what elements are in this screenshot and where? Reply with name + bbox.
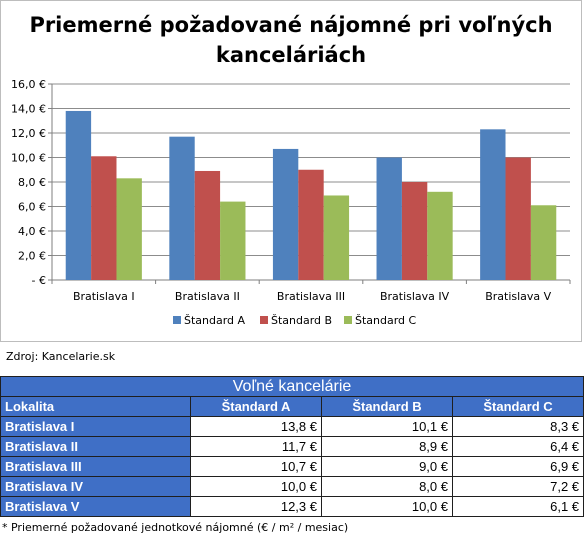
table-row: Bratislava V 12,3 € 10,0 € 6,1 €	[0, 496, 585, 517]
chart-title: Priemerné požadované nájomné pri voľných…	[29, 13, 553, 67]
y-tick-label: - €	[32, 274, 46, 287]
column-header-standard-c: Štandard C	[451, 396, 585, 417]
legend-swatch	[260, 316, 268, 324]
cell-standard-b: 8,9 €	[321, 436, 453, 457]
y-tick-label: 10,0 €	[11, 152, 46, 165]
cell-standard-b: 9,0 €	[321, 456, 453, 477]
source-note: Zdroj: Kancelarie.sk	[6, 350, 116, 363]
table-row: Bratislava IV 10,0 € 8,0 € 7,2 €	[0, 476, 585, 497]
row-label: Bratislava II	[0, 436, 191, 457]
bar-standard-a	[169, 136, 195, 280]
legend-swatch	[173, 316, 181, 324]
x-tick-label: Bratislava V	[485, 290, 551, 303]
cell-standard-a: 11,7 €	[190, 436, 322, 457]
row-label: Bratislava I	[0, 416, 191, 437]
cell-standard-b: 8,0 €	[321, 476, 453, 497]
bar-standard-b	[91, 156, 117, 280]
y-tick-label: 14,0 €	[11, 103, 46, 116]
x-tick-label: Bratislava IV	[380, 290, 450, 303]
table-row: Bratislava II 11,7 € 8,9 € 6,4 €	[0, 436, 585, 457]
legend-swatch	[344, 316, 352, 324]
x-tick-label: Bratislava III	[277, 290, 345, 303]
bar-standard-a	[272, 148, 299, 280]
column-header-location: Lokalita	[0, 396, 191, 417]
bar-standard-a	[480, 129, 506, 280]
bar-standard-c	[530, 205, 557, 280]
bar-standard-b	[298, 169, 324, 280]
table-caption-row: Voľné kancelárie	[0, 376, 585, 397]
legend-label: Štandard B	[271, 314, 332, 327]
rent-table: Voľné kancelárie Lokalita Štandard A Šta…	[0, 376, 585, 517]
x-tick-label: Bratislava II	[175, 290, 240, 303]
y-tick-label: 6,0 €	[18, 201, 46, 214]
x-tick-label: Bratislava I	[73, 290, 135, 303]
cell-standard-a: 10,7 €	[190, 456, 322, 477]
cell-standard-c: 7,2 €	[451, 476, 585, 497]
bar-standard-c	[323, 195, 350, 280]
table-row: Bratislava III 10,7 € 9,0 € 6,9 €	[0, 456, 585, 477]
bar-standard-c	[427, 191, 453, 280]
cell-standard-a: 10,0 €	[190, 476, 322, 497]
y-tick-label: 4,0 €	[18, 225, 46, 238]
row-label: Bratislava III	[0, 456, 191, 477]
y-tick-label: 8,0 €	[18, 176, 46, 189]
cell-standard-c: 6,1 €	[451, 496, 585, 517]
cell-standard-a: 12,3 €	[190, 496, 322, 517]
bar-standard-b	[194, 170, 221, 280]
bar-standard-a	[65, 110, 92, 280]
bar-standard-a	[376, 157, 402, 280]
bar-chart: - € 2,0 € 4,0 € 6,0 € 8,0 € 10,0 € 12,0 € 14,0 …	[11, 78, 571, 327]
cell-standard-c: 6,9 €	[451, 456, 585, 477]
legend-label: Štandard C	[355, 314, 417, 327]
legend-label: Štandard A	[184, 314, 246, 327]
cell-standard-c: 8,3 €	[451, 416, 585, 437]
y-tick-label: 2,0 €	[18, 250, 46, 263]
cell-standard-b: 10,0 €	[321, 496, 453, 517]
y-tick-label: 12,0 €	[11, 127, 46, 140]
bar-standard-c	[116, 178, 142, 280]
table-caption: Voľné kancelárie	[0, 376, 585, 397]
bar-standard-b	[505, 157, 531, 280]
table-row: Bratislava I 13,8 € 10,1 € 8,3 €	[0, 416, 585, 437]
cell-standard-a: 13,8 €	[190, 416, 322, 437]
y-tick-label: 16,0 €	[11, 78, 46, 91]
column-header-standard-b: Štandard B	[321, 396, 453, 417]
bar-standard-b	[401, 182, 428, 280]
bar-standard-c	[220, 201, 246, 280]
row-label: Bratislava IV	[0, 476, 191, 497]
footnote: * Priemerné požadované jednotkové nájomn…	[2, 521, 349, 534]
cell-standard-c: 6,4 €	[451, 436, 585, 457]
row-label: Bratislava V	[0, 496, 191, 517]
cell-standard-b: 10,1 €	[321, 416, 453, 437]
column-header-standard-a: Štandard A	[190, 396, 322, 417]
table-header-row: Lokalita Štandard A Štandard B Štandard …	[0, 396, 585, 417]
